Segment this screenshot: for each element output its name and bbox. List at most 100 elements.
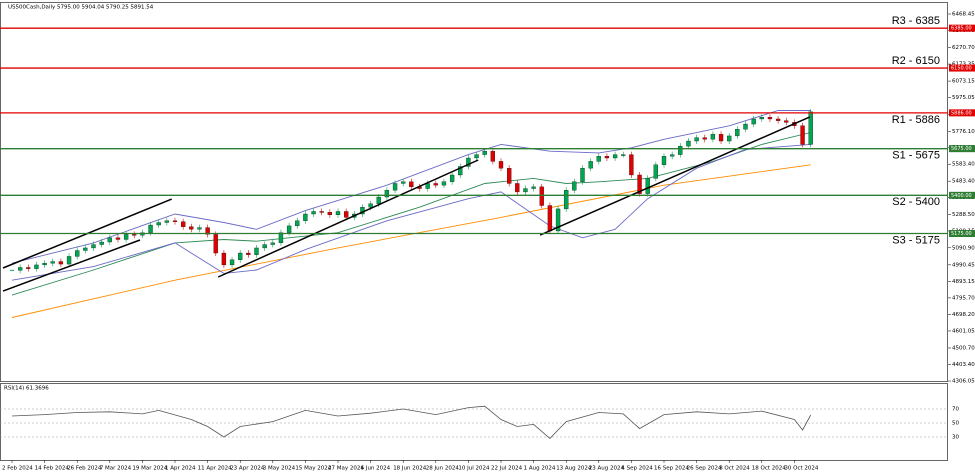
candle (596, 156, 601, 162)
candle (637, 174, 642, 194)
trendline (2, 239, 141, 292)
candle (58, 261, 64, 265)
candle (91, 244, 96, 249)
candle (564, 190, 569, 210)
candle (621, 154, 626, 156)
candle (784, 120, 789, 123)
candle (800, 125, 805, 145)
candle (718, 134, 724, 142)
x-tick-label: 10 Jul 2024 (458, 466, 490, 472)
candle (10, 269, 14, 271)
candle (221, 252, 227, 266)
candle (132, 234, 137, 236)
level-tag: 5400.00 (951, 193, 972, 199)
candle (26, 267, 31, 269)
y-tick-label: 5483.40 (952, 179, 975, 185)
candle (164, 220, 170, 223)
candle (449, 174, 455, 182)
candle (515, 183, 520, 193)
candle (490, 151, 496, 162)
candle (523, 188, 528, 193)
x-tick-label: 23 Aug 2024 (589, 466, 625, 472)
candle (205, 227, 210, 235)
y-tick-label: 4403.40 (952, 362, 975, 368)
candle (42, 263, 47, 266)
x-tick-label: 4 Sep 2024 (621, 466, 653, 472)
candle (172, 220, 178, 222)
candle (604, 156, 610, 159)
x-tick-label: 3 May 2024 (263, 466, 296, 472)
x-tick-label: 11 Apr 2024 (198, 466, 233, 472)
rsi-tick-label: 70 (952, 407, 959, 413)
rsi-tick-label: 50 (952, 421, 959, 427)
candle (148, 224, 153, 233)
candle (180, 221, 186, 227)
candle (702, 137, 707, 140)
candle (759, 117, 764, 120)
candle (34, 264, 39, 269)
level-tag-box (949, 24, 975, 32)
level-tag-box (949, 191, 975, 199)
rsi-tick-label: 30 (952, 435, 959, 441)
y-tick-label: 5288.50 (952, 212, 975, 218)
candle (547, 205, 553, 232)
candle (270, 242, 275, 245)
candle (66, 256, 72, 265)
candle (376, 196, 381, 204)
x-tick-label: 23 Apr 2024 (230, 466, 265, 472)
candle (278, 232, 284, 244)
candle (246, 252, 251, 255)
candle (343, 211, 349, 218)
candle (303, 213, 308, 221)
candle (189, 226, 194, 230)
candle (107, 237, 112, 243)
candle (466, 157, 471, 167)
level-tag-box (949, 64, 975, 72)
x-tick-label: 18 Jun 2024 (393, 466, 427, 472)
candle (458, 166, 463, 176)
x-tick-label: 15 May 2024 (295, 466, 331, 472)
candle (751, 118, 756, 125)
candle (50, 261, 55, 264)
x-tick-label: 28 Jun 2024 (426, 466, 460, 472)
x-tick-label: 16 Sep 2024 (654, 466, 689, 472)
candle (327, 212, 333, 216)
rsi-title: RSI(14) 61.3696 (4, 386, 49, 392)
candle (767, 117, 773, 120)
trendline (539, 116, 811, 236)
y-tick-label: 4306.05 (952, 379, 975, 385)
candle (775, 118, 781, 121)
candle (572, 181, 577, 191)
candle (83, 247, 88, 251)
x-tick-label: 26 Feb 2024 (67, 466, 102, 472)
level-tag: 5675.00 (951, 146, 972, 152)
candle (409, 181, 414, 188)
x-tick-label: 1 Aug 2024 (524, 466, 556, 472)
candle (433, 183, 438, 186)
level-tag: 6150.00 (951, 66, 972, 72)
candle (17, 267, 23, 271)
candle (401, 181, 406, 184)
y-tick-label: 4601.05 (952, 328, 975, 334)
candle (710, 134, 716, 140)
candle (539, 186, 544, 206)
candle (156, 222, 161, 226)
candle (197, 227, 202, 230)
rsi-panel (0, 383, 948, 461)
y-tick-label: 6468.45 (952, 12, 975, 18)
candle (670, 154, 675, 157)
candle (743, 123, 748, 130)
chart-title: US500Cash,Daily 5795.00 5904.04 5790.25 … (8, 5, 154, 11)
candle (75, 250, 80, 257)
level-label: S2 - 5400 (892, 196, 940, 208)
x-tick-label: 13 Aug 2024 (556, 466, 592, 472)
y-tick-label: 5776.10 (952, 129, 975, 135)
x-tick-label: 30 Oct 2024 (784, 466, 819, 472)
candle (629, 154, 634, 176)
level-tag: 5886.00 (951, 110, 972, 116)
candle (678, 145, 683, 155)
x-tick-label: 7 Mar 2024 (100, 466, 132, 472)
level-label: S1 - 5675 (892, 150, 940, 162)
